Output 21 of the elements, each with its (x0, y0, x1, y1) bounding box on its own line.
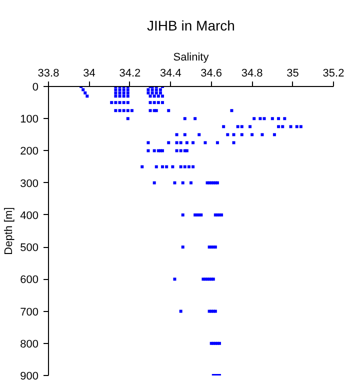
x-tick-label: 34.2 (119, 68, 141, 80)
x-tick-label: 34.8 (241, 68, 263, 80)
x-tick-label: 34 (83, 68, 96, 80)
chart-title: JIHB in March (147, 18, 235, 34)
y-tick-label: 200 (20, 146, 39, 158)
y-tick-label: 900 (20, 370, 39, 382)
x-tick-label: 35 (286, 68, 299, 80)
y-tick-label: 800 (20, 338, 39, 350)
y-tick-label: 100 (20, 114, 39, 126)
y-tick-label: 700 (20, 306, 39, 318)
y-tick-label: 400 (20, 210, 39, 222)
x-tick-label: 34.6 (200, 68, 222, 80)
x-tick-label: 35.2 (322, 68, 344, 80)
x-axis-title: Salinity (173, 52, 210, 64)
y-tick-label: 0 (32, 82, 39, 94)
x-tick-label: 33.8 (38, 68, 60, 80)
y-tick-label: 500 (20, 242, 39, 254)
y-tick-label: 300 (20, 178, 39, 190)
y-axis-title: Depth [m] (3, 207, 16, 255)
x-tick-label: 34.4 (160, 68, 182, 80)
y-tick-label: 600 (20, 274, 39, 286)
